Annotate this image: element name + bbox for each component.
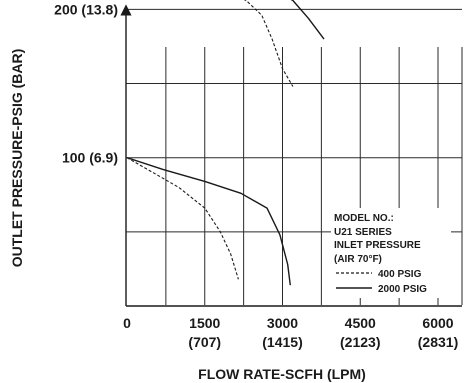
x-tick-sublabel: (1415)	[262, 334, 302, 350]
legend-title-line: INLET PRESSURE	[334, 240, 421, 251]
x-tick-label: 4500	[345, 315, 376, 331]
tick-labels: 100 (6.9)200 (13.8)300 (20.7)400 (27.6)5…	[54, 1, 458, 350]
legend: MODEL NO.: U21 SERIES INLET PRESSURE (AI…	[331, 208, 451, 298]
series-line-400-psig	[126, 157, 239, 280]
x-tick-label: 6000	[422, 315, 453, 331]
series-lines	[126, 0, 325, 286]
x-axis-title: FLOW RATE-SCFH (LPM)	[198, 366, 366, 382]
x-tick-sublabel: (2123)	[340, 334, 380, 350]
y-tick-label: 200 (13.8)	[54, 1, 118, 17]
x-tick-label: 3000	[267, 315, 298, 331]
x-tick-label: 1500	[189, 315, 220, 331]
legend-title-line: (AIR 70°F)	[334, 254, 382, 265]
legend-label-2000: 2000 PSIG	[378, 284, 427, 295]
axes	[120, 4, 462, 307]
legend-title-line: MODEL NO.:	[334, 213, 394, 224]
legend-title-line: U21 SERIES	[334, 227, 392, 238]
y-tick-label: 100 (6.9)	[62, 150, 118, 166]
grid	[126, 8, 463, 307]
legend-label-400: 400 PSIG	[378, 269, 422, 280]
series-line-400-psig	[243, 0, 294, 87]
x-tick-sublabel: (707)	[188, 334, 221, 350]
series-line-2000-psig	[290, 0, 325, 40]
y-axis-title: OUTLET PRESSURE-PSIG (BAR)	[9, 49, 25, 268]
legend-box	[331, 208, 451, 298]
x-tick-sublabel: (2831)	[418, 334, 458, 350]
series-line-2000-psig	[126, 157, 291, 286]
x-tick-label: 0	[123, 315, 131, 331]
